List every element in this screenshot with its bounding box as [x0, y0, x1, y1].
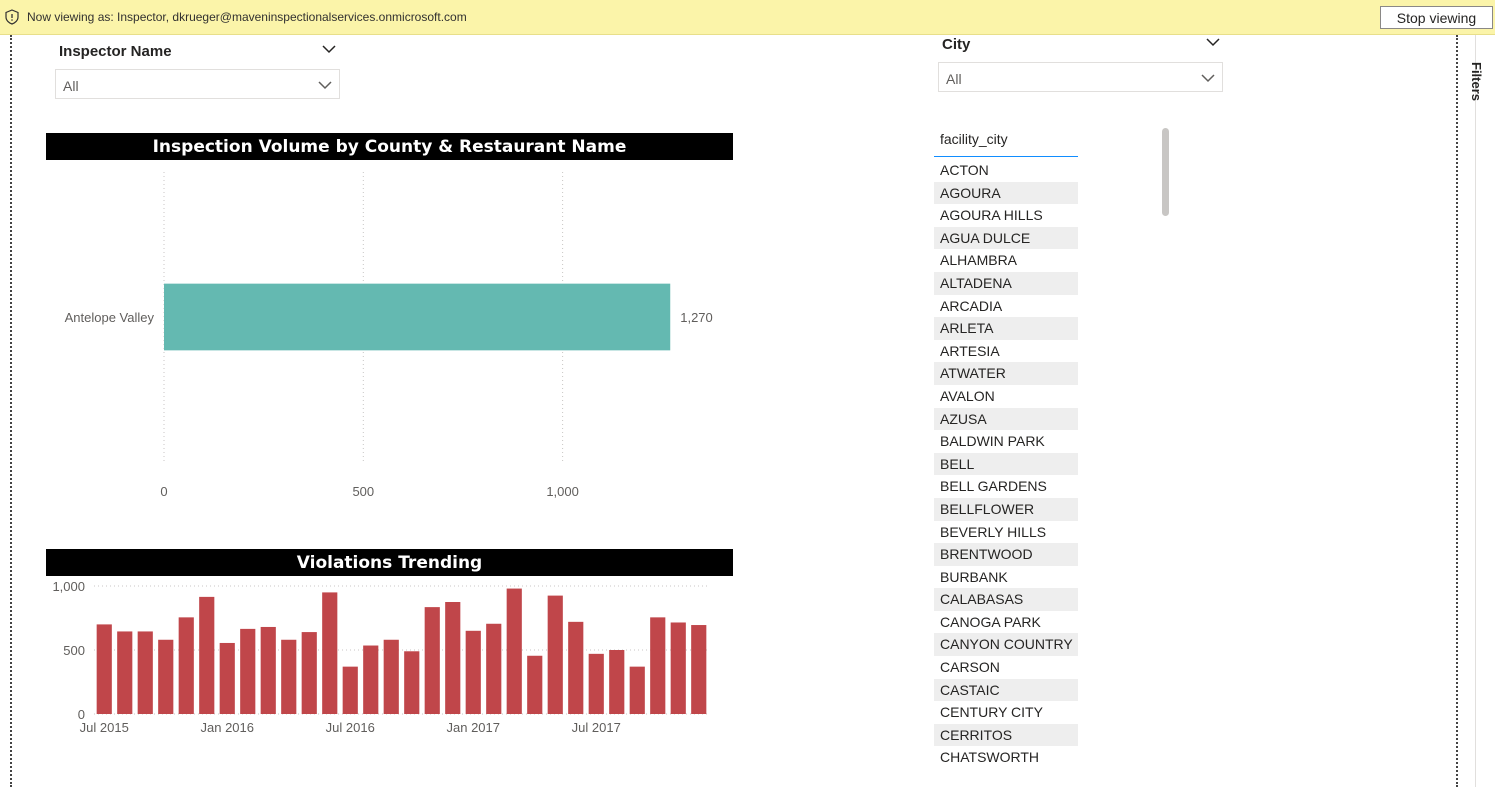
bar [568, 621, 584, 714]
city-row[interactable]: ARTESIA [940, 342, 1000, 359]
bar [383, 639, 399, 714]
bar [117, 631, 133, 714]
city-table: facility_city ACTON AGOURA AGOURA HILLS AGU… [934, 124, 1094, 769]
inspector-dropdown[interactable]: All [55, 69, 340, 99]
city-row[interactable]: CALABASAS [934, 588, 1078, 611]
city-row[interactable]: ALTADENA [934, 271, 1078, 295]
filters-pane[interactable] [1475, 35, 1495, 787]
city-row[interactable]: CENTURY CITY [940, 704, 1043, 721]
city-dropdown[interactable]: All [938, 62, 1223, 92]
inspector-dropdown-value: All [63, 78, 79, 94]
stop-viewing-button[interactable]: Stop viewing [1380, 6, 1493, 29]
bar [164, 283, 671, 351]
violations-trending-title: Violations Trending [46, 549, 733, 576]
column-header-underline [934, 156, 1078, 157]
x-tick-label: Jan 2017 [447, 720, 501, 735]
bar [158, 639, 174, 714]
bar [178, 617, 194, 714]
bar [547, 595, 563, 714]
city-table-scrollbar[interactable] [1162, 128, 1169, 216]
bar [404, 651, 420, 714]
city-row[interactable]: BELL [934, 452, 1078, 476]
city-slicer-title: City [942, 36, 971, 53]
bar [650, 617, 666, 714]
bar [588, 653, 604, 714]
view-as-banner: Now viewing as: Inspector, dkrueger@mave… [0, 0, 1495, 35]
x-tick-label: Jul 2015 [80, 720, 129, 735]
x-tick-label: Jan 2016 [201, 720, 255, 735]
city-row[interactable]: ARCADIA [940, 297, 1003, 314]
bar [137, 631, 153, 714]
city-row[interactable]: BRENTWOOD [934, 543, 1078, 566]
inspector-slicer-title: Inspector Name [59, 43, 172, 60]
chevron-down-icon[interactable] [322, 45, 336, 54]
bar [322, 592, 338, 714]
bar [219, 642, 235, 714]
bar [424, 607, 440, 714]
chevron-down-icon [318, 81, 332, 90]
city-row[interactable]: CANYON COUNTRY [934, 633, 1078, 657]
bar [301, 632, 317, 714]
city-row[interactable]: AGOURA [934, 181, 1078, 205]
bar [527, 655, 543, 714]
city-row[interactable]: ALHAMBRA [940, 252, 1018, 269]
city-row[interactable]: BELLFLOWER [934, 497, 1078, 521]
y-tick-label: 0 [78, 707, 85, 722]
city-row[interactable]: AGUA DULCE [934, 226, 1078, 250]
city-row[interactable]: BURBANK [940, 568, 1008, 585]
bar [465, 630, 481, 714]
bar [506, 588, 522, 714]
x-tick-label: 500 [352, 484, 374, 499]
x-tick-label: Jul 2017 [572, 720, 621, 735]
bar [199, 596, 215, 714]
x-tick-label: 0 [160, 484, 167, 499]
bar [629, 666, 645, 714]
bar [691, 625, 707, 714]
city-row[interactable]: CANOGA PARK [940, 613, 1041, 630]
canvas-right-border [1456, 35, 1458, 787]
bar [342, 666, 358, 714]
canvas-left-border [10, 35, 12, 787]
bar [281, 639, 297, 714]
shield-icon [5, 9, 19, 25]
city-row[interactable]: CARSON [940, 659, 1000, 676]
bar [363, 645, 379, 714]
city-row[interactable]: AVALON [940, 387, 995, 404]
bar [670, 622, 686, 714]
inspection-volume-chart: 0 500 1,000 Antelope Valley 1,270 [65, 172, 713, 499]
y-tick-label: 1,000 [52, 579, 85, 594]
city-dropdown-value: All [946, 71, 962, 87]
bar [96, 624, 112, 714]
city-row[interactable]: BALDWIN PARK [940, 433, 1045, 450]
bar [609, 650, 625, 714]
y-category-label: Antelope Valley [65, 310, 155, 325]
city-row[interactable]: ACTON [940, 162, 989, 178]
chevron-down-icon[interactable] [1206, 38, 1220, 47]
bar [240, 628, 256, 714]
city-rows: ACTON AGOURA AGOURA HILLS AGUA DULCE ALHAMBR… [934, 159, 1078, 769]
data-label: 1,270 [680, 310, 713, 325]
x-tick-label: Jul 2016 [326, 720, 375, 735]
city-row[interactable]: AZUSA [934, 407, 1078, 431]
bar [486, 623, 502, 714]
y-tick-label: 500 [63, 643, 85, 658]
city-row[interactable]: ARLETA [934, 317, 1078, 340]
city-row[interactable]: CERRITOS [934, 723, 1078, 747]
chevron-down-icon [1201, 74, 1215, 83]
banner-text: Now viewing as: Inspector, dkrueger@mave… [27, 10, 467, 24]
filters-pane-label[interactable]: Filters [1469, 62, 1484, 102]
city-row[interactable]: AGOURA HILLS [940, 207, 1043, 224]
inspection-volume-title: Inspection Volume by County & Restaurant… [46, 133, 733, 160]
column-header-facility-city[interactable]: facility_city [940, 131, 1008, 147]
city-row[interactable]: CHATSWORTH [940, 749, 1040, 766]
bar [260, 626, 276, 714]
city-row[interactable]: ATWATER [934, 362, 1078, 385]
x-tick-label: 1,000 [546, 484, 579, 499]
city-row[interactable]: BEVERLY HILLS [940, 523, 1047, 540]
city-row[interactable]: CASTAIC [934, 678, 1078, 702]
violations-trending-chart: 0 500 1,000 Jul 2015 Jan 2016 Jul 2016 Jan 201… [52, 579, 709, 735]
bar [445, 602, 461, 714]
city-row[interactable]: BELL GARDENS [940, 478, 1047, 495]
